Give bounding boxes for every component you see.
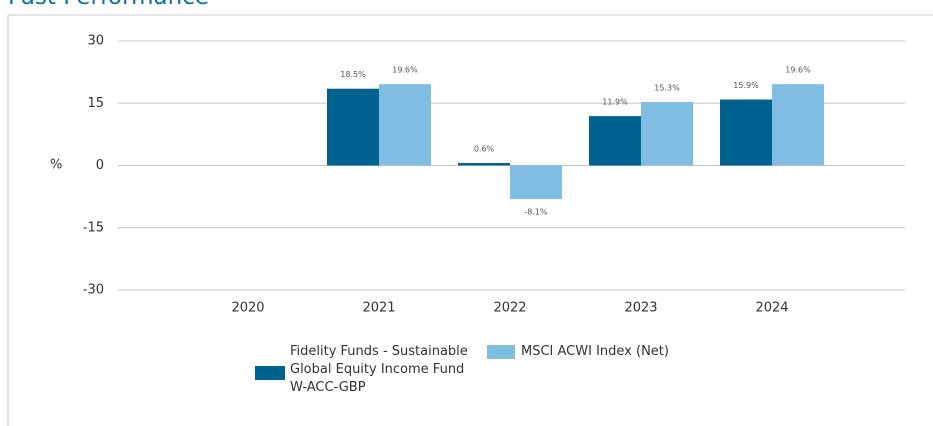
x-tick-label: 2023 — [624, 301, 657, 316]
data-label: 19.6% — [785, 66, 811, 75]
data-label: -8.1% — [524, 208, 548, 217]
y-axis-label: % — [50, 158, 62, 173]
data-label: 0.6% — [474, 145, 495, 154]
data-label: 11.9% — [602, 98, 628, 107]
data-label: 18.5% — [340, 70, 366, 79]
y-tick-label: 15 — [87, 96, 104, 111]
chart-title: Past Performance — [8, 0, 209, 10]
bar — [720, 99, 772, 166]
data-label: 19.6% — [392, 66, 418, 75]
legend-label: MSCI ACWI Index (Net) — [521, 344, 669, 359]
data-label: 15.3% — [654, 84, 680, 93]
y-tick-label: -15 — [83, 220, 104, 235]
bar — [379, 84, 431, 166]
y-tick-label: 0 — [96, 158, 104, 173]
bar — [510, 165, 562, 200]
x-tick-label: 2021 — [362, 301, 395, 316]
x-tick-label: 2022 — [493, 301, 526, 316]
bar — [589, 116, 641, 166]
bar — [641, 102, 693, 166]
legend-label: Fidelity Funds - Sustainable Global Equi… — [290, 344, 468, 395]
x-tick-label: 2020 — [231, 301, 264, 316]
bar — [327, 88, 379, 166]
y-tick-label: 30 — [87, 34, 104, 49]
legend-swatch — [487, 345, 515, 359]
y-tick-label: -30 — [83, 283, 104, 298]
legend-swatch — [255, 366, 285, 380]
data-label: 15.9% — [733, 81, 759, 90]
panel-border — [7, 14, 933, 426]
bar — [772, 84, 824, 166]
x-tick-label: 2024 — [755, 301, 788, 316]
bar — [458, 163, 510, 166]
